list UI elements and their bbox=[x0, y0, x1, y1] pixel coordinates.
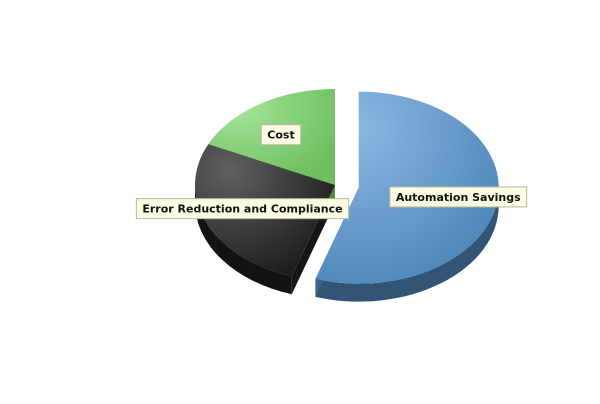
slice-automation-savings-outer-wall bbox=[315, 187, 499, 302]
slice-label-box bbox=[260, 124, 302, 146]
slice-label-error-reduction-and-compliance: Error Reduction and Compliance bbox=[135, 198, 350, 220]
pie-labels: Automation Savings Error Reduction and Co… bbox=[135, 124, 528, 220]
slice-label-box bbox=[135, 198, 350, 220]
slice-label-text: Cost bbox=[267, 129, 294, 142]
slice-error-reduction-and-compliance-outer-wall bbox=[195, 185, 292, 295]
slice-label-box bbox=[389, 186, 528, 208]
slice-label-automation-savings: Automation Savings bbox=[389, 186, 528, 208]
slice-label-text: Error Reduction and Compliance bbox=[142, 203, 342, 216]
slice-label-text: Automation Savings bbox=[396, 191, 521, 204]
slice-label-cost: Cost bbox=[260, 124, 302, 146]
